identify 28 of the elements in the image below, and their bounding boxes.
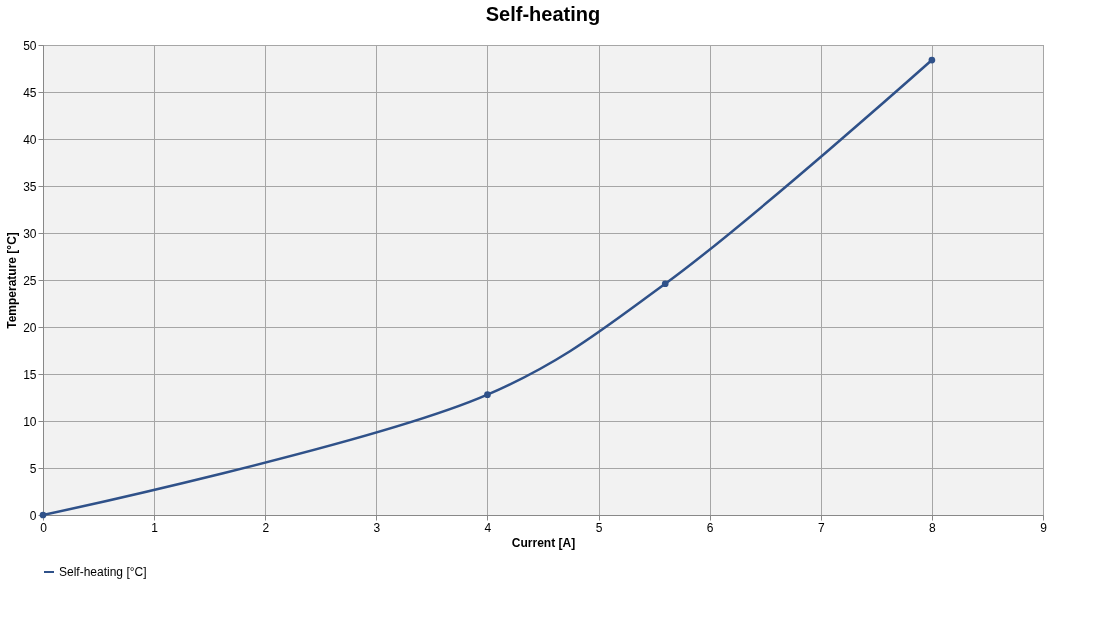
x-axis-title: Current [A] [511,535,576,550]
y-tick-label: 35 [23,179,37,194]
x-tick-label: 4 [484,520,492,535]
point [661,280,669,288]
y-tick-label: 15 [23,367,37,382]
y-tick-label: 25 [23,273,37,288]
y-tick-label: 45 [23,85,37,100]
y-tick-label: 30 [23,226,37,241]
x-tick-label: 3 [373,520,381,535]
point [928,56,936,64]
y-axis-title: Temperature [°C] [5,232,20,329]
x-tick-label: 7 [817,520,825,535]
x-tick-label: 8 [929,520,937,535]
y-tick-label: 10 [23,414,37,429]
x-tick-label: 6 [706,520,714,535]
legend-label: Self-heating [°C] [59,565,147,579]
x-tick-label: 2 [262,520,270,535]
y-tick-label: 50 [23,38,37,53]
point [484,391,491,399]
x-tick-label: 9 [1040,520,1048,535]
y-tick-label: 20 [23,320,37,335]
y-tick-label: 5 [29,461,37,476]
y-tick-label: 0 [29,508,37,523]
x-tick-label: 5 [595,520,603,535]
chart-title: Self-heating [485,3,601,25]
y-tick-label: 40 [23,132,37,147]
x-tick-label: 1 [151,520,159,535]
x-tick-label: 0 [40,520,48,535]
